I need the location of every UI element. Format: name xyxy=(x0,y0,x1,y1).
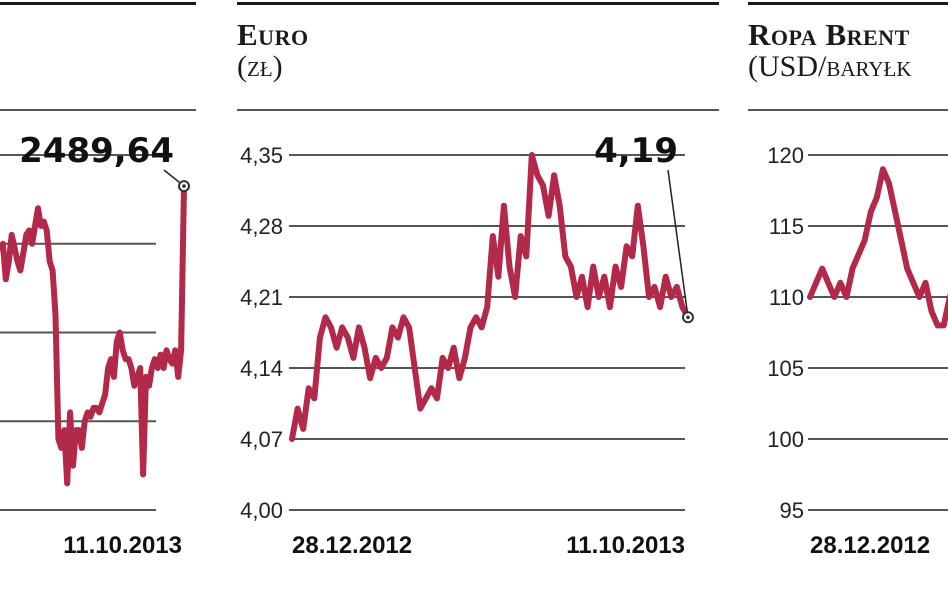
chart-unit: (USD/baryłk xyxy=(748,50,912,83)
series-line xyxy=(807,166,948,329)
y-tick-label: 4,14 xyxy=(240,356,283,381)
last-value-marker-center xyxy=(686,315,690,320)
panel-header-rule xyxy=(0,109,196,111)
y-tick-label: 100 xyxy=(767,427,804,452)
chart-title: Euro xyxy=(237,17,309,52)
y-tick-label: 105 xyxy=(767,356,804,381)
last-value-label: 4,19 xyxy=(594,131,678,171)
panel-top-rule xyxy=(0,2,196,5)
chart-unit: (zł) xyxy=(237,50,283,83)
index-line-chart: 11.10.2013 2489,64 xyxy=(0,131,190,559)
panel-header-rule xyxy=(748,109,948,111)
panel-top-rule xyxy=(237,2,719,5)
y-tick-label: 4,00 xyxy=(240,498,283,523)
y-tick-label: 4,35 xyxy=(240,143,283,168)
panel-brent: Ropa Brent (USD/baryłk 120 115 110 105 100 95… xyxy=(748,0,948,593)
y-tick-label: 4,07 xyxy=(240,427,283,452)
series-line xyxy=(0,183,187,487)
y-tick-label: 120 xyxy=(767,143,804,168)
series-line xyxy=(289,152,691,442)
panel-header-rule xyxy=(237,109,719,111)
panel-euro: Euro (zł) 4,35 4,28 4,21 4,14 4,07 4,00 28.12.… xyxy=(237,0,719,593)
x-tick-label-end: 11.10.2013 xyxy=(63,532,182,559)
last-value-label: 2489,64 xyxy=(19,131,174,171)
x-tick-label-start: 28.12.2012 xyxy=(810,532,930,559)
last-value-leader xyxy=(667,169,689,318)
panel-index: 11.10.2013 2489,64 xyxy=(0,0,196,593)
euro-line-chart: 4,35 4,28 4,21 4,14 4,07 4,00 28.12.2012 11.10.… xyxy=(240,131,694,559)
x-tick-label-start: 28.12.2012 xyxy=(292,532,412,559)
x-tick-label-end: 11.10.2013 xyxy=(566,532,685,559)
y-tick-label: 4,28 xyxy=(240,214,283,239)
y-tick-label: 115 xyxy=(769,214,804,239)
panel-top-rule xyxy=(748,2,948,5)
y-tick-label: 110 xyxy=(769,285,804,310)
chart-title: Ropa Brent xyxy=(748,17,910,52)
y-tick-label: 95 xyxy=(780,498,804,523)
y-tick-label: 4,21 xyxy=(240,285,283,310)
last-value-marker-center xyxy=(182,184,186,188)
